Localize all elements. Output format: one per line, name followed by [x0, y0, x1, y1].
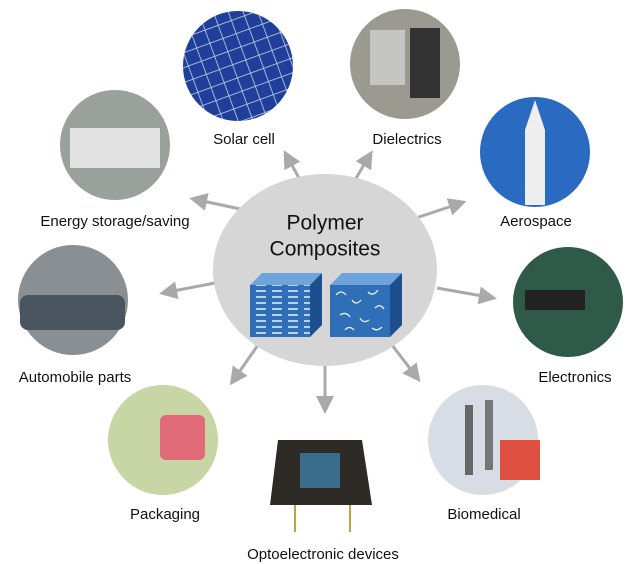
cube-random: [330, 273, 402, 337]
node-label: Energy storage/saving: [40, 213, 189, 230]
node-label: Optoelectronic devices: [247, 546, 399, 563]
node-label: Biomedical: [447, 506, 520, 523]
node-image: [270, 440, 372, 532]
center-title: Polymer: [286, 212, 363, 235]
node-label: Solar cell: [213, 131, 275, 148]
cube-aligned: [250, 273, 322, 337]
node-label: Packaging: [130, 506, 200, 523]
node-label: Aerospace: [500, 213, 572, 230]
node-label: Electronics: [538, 369, 611, 386]
center-ellipse: [213, 174, 437, 366]
node-image: [183, 11, 293, 121]
node-label: Automobile parts: [19, 369, 132, 386]
node-label: Dielectrics: [372, 131, 441, 148]
center-title: Composites: [270, 238, 381, 261]
